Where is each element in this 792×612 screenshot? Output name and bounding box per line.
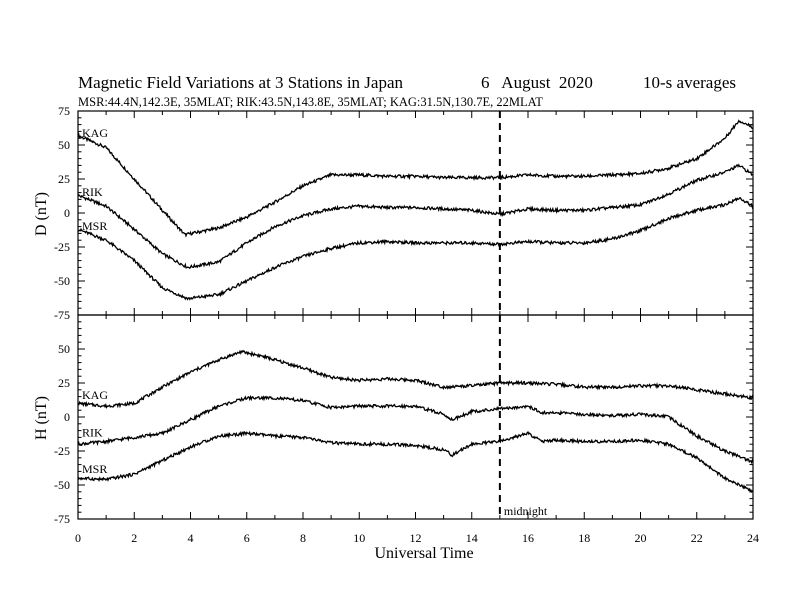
series-line-msr	[77, 430, 754, 493]
d-y-tick-label: -50	[54, 274, 70, 288]
series-label-msr: MSR	[82, 462, 107, 476]
h-y-tick-label: -75	[54, 512, 70, 526]
series-line-rik	[77, 163, 754, 270]
series-label-msr: MSR	[82, 219, 107, 233]
x-tick-label: 10	[353, 531, 365, 545]
stations-line: MSR:44.4N,142.3E, 35MLAT; RIK:43.5N,143.…	[78, 95, 543, 109]
series-line-kag	[77, 349, 754, 409]
chart-date: 6 August 2020	[481, 73, 593, 92]
h-y-tick-label: 50	[58, 342, 70, 356]
d-y-tick-label: 75	[58, 104, 70, 118]
d-y-tick-label: -25	[54, 240, 70, 254]
d-axis-label: D (nT)	[33, 192, 50, 236]
x-tick-label: 2	[131, 531, 137, 545]
chart-title: Magnetic Field Variations at 3 Stations …	[78, 73, 404, 92]
series-line-rik	[77, 394, 754, 465]
d-y-tick-label: 0	[64, 206, 70, 220]
d-panel-frame	[77, 110, 754, 316]
x-tick-label: 8	[300, 531, 306, 545]
d-y-tick-label: 50	[58, 138, 70, 152]
x-tick-label: 4	[188, 531, 194, 545]
x-tick-label: 16	[522, 531, 534, 545]
series-label-kag: KAG	[82, 126, 108, 140]
series-label-rik: RIK	[82, 426, 103, 440]
h-y-tick-label: 0	[64, 410, 70, 424]
x-tick-label: 6	[244, 531, 250, 545]
x-tick-label: 18	[578, 531, 590, 545]
series-line-kag	[77, 119, 754, 238]
x-tick-label: 14	[466, 531, 478, 545]
chart-averaging: 10-s averages	[643, 73, 736, 92]
series-line-msr	[77, 197, 754, 301]
d-y-tick-label: -75	[54, 308, 70, 322]
x-tick-label: 22	[691, 531, 703, 545]
x-tick-label: 24	[747, 531, 759, 545]
h-y-tick-label: -25	[54, 444, 70, 458]
x-tick-label: 12	[410, 531, 422, 545]
series-label-kag: KAG	[82, 388, 108, 402]
series-label-rik: RIK	[82, 185, 103, 199]
x-tick-label: 20	[635, 531, 647, 545]
d-y-tick-label: 25	[58, 172, 70, 186]
h-y-tick-label: 25	[58, 376, 70, 390]
midnight-label: midnight	[504, 504, 548, 518]
x-tick-label: 0	[75, 531, 81, 545]
d-panel: 75 50 25 0 -25 -50 -75 KAG RIK MSR	[54, 104, 754, 322]
h-y-tick-label: -50	[54, 478, 70, 492]
h-axis-label: H (nT)	[33, 396, 50, 440]
x-axis-label: Universal Time	[374, 545, 473, 562]
